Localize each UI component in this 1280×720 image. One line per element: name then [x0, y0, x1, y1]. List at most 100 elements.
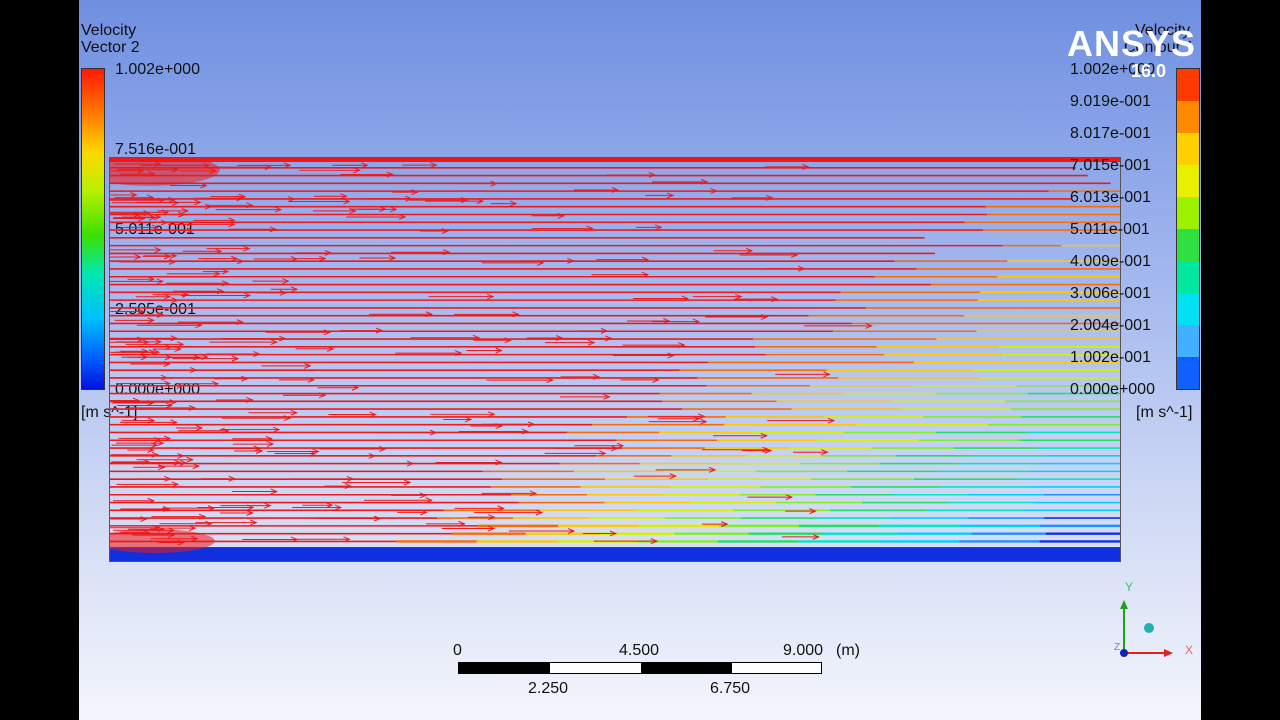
velocity-vector [702, 521, 729, 528]
velocity-vector [136, 293, 172, 300]
scale-bar-segment [641, 663, 732, 673]
velocity-vector [593, 538, 659, 545]
velocity-vector [232, 441, 275, 448]
legend-left-tick-1: 7.516e-001 [115, 141, 196, 158]
velocity-vector [265, 329, 332, 336]
graphics-viewport[interactable]: Velocity Vector 2 1.002e+000 7.516e-001 … [79, 0, 1201, 720]
velocity-vector [767, 417, 836, 424]
velocity-vector [391, 249, 451, 256]
velocity-vector [713, 432, 769, 439]
velocity-vector [596, 256, 650, 263]
velocity-vector [563, 335, 613, 342]
velocity-vector [162, 505, 216, 512]
velocity-vector [302, 502, 334, 509]
velocity-vector [168, 221, 236, 228]
legend-left-title-line1: Velocity [81, 22, 137, 39]
ansys-logo: ANSYS [1067, 23, 1197, 64]
velocity-vector [369, 311, 434, 318]
velocity-vector [454, 311, 520, 318]
legend-right-band [1177, 197, 1199, 229]
velocity-vector [359, 255, 397, 261]
velocity-vector [130, 361, 171, 367]
velocity-vector [481, 490, 538, 497]
velocity-vector [194, 195, 244, 202]
velocity-vector [731, 194, 774, 201]
velocity-vector [648, 418, 708, 425]
velocity-vector [454, 505, 505, 512]
velocity-vector [582, 530, 618, 537]
velocity-vector [199, 445, 262, 452]
velocity-vector [220, 510, 254, 516]
legend-right-tick-1: 9.019e-001 [1070, 93, 1151, 110]
velocity-vector [466, 347, 503, 354]
velocity-vector [120, 224, 160, 231]
velocity-vector [441, 525, 496, 532]
velocity-vector [647, 413, 706, 420]
velocity-vector [294, 249, 333, 256]
velocity-vector [150, 525, 197, 532]
velocity-vector [645, 192, 675, 199]
velocity-vector [321, 452, 377, 459]
velocity-vector [120, 348, 149, 355]
legend-right-tick-4: 6.013e-001 [1070, 189, 1151, 206]
velocity-vector [173, 288, 225, 295]
velocity-vector [591, 271, 650, 278]
velocity-vector [764, 163, 810, 170]
flow-domain[interactable] [109, 157, 1121, 562]
velocity-vector [545, 339, 596, 346]
legend-right-band [1177, 165, 1199, 197]
velocity-vector [193, 217, 236, 224]
legend-right-tick-5: 5.011e-001 [1070, 221, 1150, 238]
velocity-vector [129, 460, 188, 466]
velocity-vector [633, 473, 678, 480]
velocity-vector [157, 207, 190, 214]
velocity-vector [692, 293, 743, 300]
inlet-vector-cluster [110, 158, 220, 186]
velocity-vector [319, 446, 387, 452]
velocity-vector [295, 345, 335, 352]
velocity-vector [219, 426, 281, 433]
velocity-vector [473, 509, 544, 516]
velocity-vector [443, 416, 473, 423]
velocity-vector [214, 375, 249, 382]
velocity-vector [116, 481, 180, 488]
velocity-vector [474, 337, 513, 344]
velocity-vector [206, 245, 251, 252]
velocity-vector [622, 342, 686, 349]
velocity-vector [175, 425, 204, 431]
velocity-vector [681, 188, 718, 194]
velocity-vector [201, 475, 237, 482]
scale-bar-segment [459, 663, 550, 673]
velocity-vector [234, 448, 264, 454]
velocity-vector [182, 248, 223, 255]
velocity-vector [116, 380, 172, 387]
velocity-vector [793, 449, 829, 456]
velocity-vector [127, 447, 155, 453]
velocity-vector [332, 162, 369, 169]
velocity-vector [121, 214, 162, 221]
velocity-vector [114, 194, 155, 201]
velocity-vector [220, 502, 272, 509]
velocity-vector [118, 435, 172, 442]
velocity-vector [274, 450, 317, 457]
velocity-vector [741, 447, 773, 454]
x-axis-arrow [1164, 649, 1173, 657]
legend-right-title-line2: Contour 1 [1124, 39, 1195, 56]
velocity-vector [172, 355, 240, 362]
velocity-vector [110, 335, 179, 342]
velocity-vector [395, 350, 463, 357]
velocity-vector [531, 212, 566, 219]
scale-bar [458, 662, 822, 674]
velocity-vector [178, 427, 230, 434]
velocity-vector [124, 452, 185, 459]
velocity-vector [282, 392, 327, 399]
velocity-vector [713, 247, 754, 254]
velocity-vector [136, 456, 194, 463]
velocity-vector [633, 295, 689, 302]
velocity-vector [482, 421, 536, 428]
velocity-vector [121, 354, 149, 361]
velocity-vector [206, 351, 261, 357]
velocity-vector [293, 255, 327, 262]
legend-right-band [1177, 101, 1199, 133]
velocity-vector [781, 533, 820, 540]
